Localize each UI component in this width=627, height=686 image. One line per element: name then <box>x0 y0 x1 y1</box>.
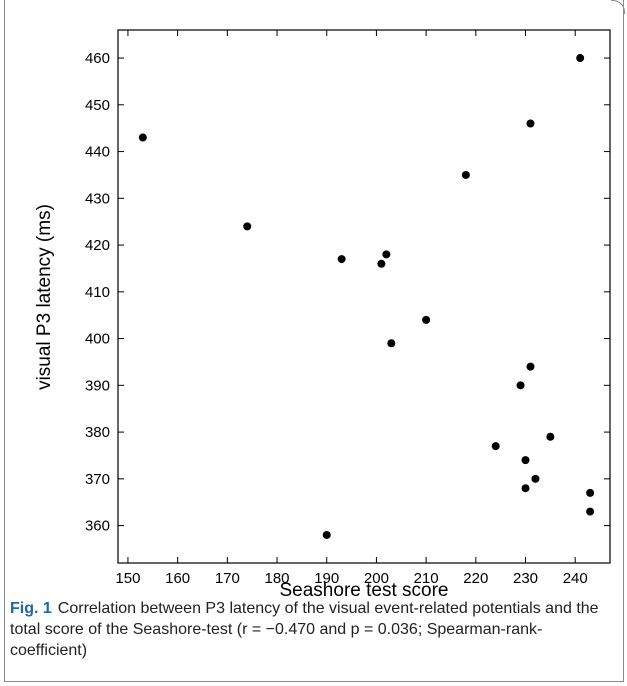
data-point <box>461 170 470 179</box>
figure-frame <box>4 0 624 682</box>
data-point <box>586 488 595 497</box>
data-point <box>576 54 585 63</box>
data-point <box>586 507 595 516</box>
data-point <box>138 133 147 142</box>
y-tick-label: 430 <box>85 190 110 207</box>
data-point <box>491 442 500 451</box>
y-tick-label: 400 <box>85 331 110 348</box>
y-axis-title: visual P3 latency (ms) <box>34 204 55 390</box>
x-tick-label: 190 <box>314 570 339 587</box>
y-tick-label: 440 <box>85 144 110 161</box>
y-tick-label: 450 <box>85 97 110 114</box>
data-point <box>546 432 555 441</box>
x-tick-label: 160 <box>165 570 190 587</box>
data-point <box>387 339 396 348</box>
data-point <box>337 255 346 264</box>
scatter-chart: 150 160 170 180 190 200 210 220 230 240 360 370 380… <box>34 29 611 600</box>
x-tick-label: 170 <box>215 570 240 587</box>
x-tick-label: 210 <box>414 570 439 587</box>
x-tick-label: 200 <box>364 570 389 587</box>
data-point <box>521 484 530 493</box>
x-axis-title: Seashore test score <box>280 580 449 600</box>
data-point <box>516 381 525 390</box>
figure-label: Fig. 1 <box>10 600 52 617</box>
data-point <box>526 362 535 371</box>
data-point <box>531 474 540 483</box>
data-point <box>526 119 535 128</box>
y-tick-label: 370 <box>85 471 110 488</box>
caption-text: Correlation between P3 latency of the vi… <box>10 600 599 659</box>
y-tick-label: 410 <box>85 284 110 301</box>
x-tick-label: 150 <box>115 570 140 587</box>
x-tick-label: 240 <box>563 570 588 587</box>
x-tick-label: 220 <box>463 570 488 587</box>
y-tick-label: 460 <box>85 50 110 67</box>
data-point <box>521 456 530 465</box>
x-tick-label: 180 <box>265 570 290 587</box>
data-point <box>377 259 386 268</box>
x-tick-label: 230 <box>513 570 538 587</box>
data-points <box>138 54 595 539</box>
y-tick-label: 390 <box>85 377 110 394</box>
x-axis-ticks: 150 160 170 180 190 200 210 220 230 240 <box>115 30 588 587</box>
y-tick-label: 420 <box>85 237 110 254</box>
y-tick-label: 380 <box>85 424 110 441</box>
plot-area <box>117 29 611 564</box>
data-point <box>382 250 391 259</box>
y-tick-label: 360 <box>85 518 110 535</box>
data-point <box>422 315 431 324</box>
y-axis-ticks: 360 370 380 390 400 410 420 430 440 450 460 <box>85 50 610 535</box>
data-point <box>322 530 331 539</box>
figure-caption: Fig. 1 Correlation between P3 latency of … <box>10 598 616 661</box>
data-point <box>243 222 252 231</box>
